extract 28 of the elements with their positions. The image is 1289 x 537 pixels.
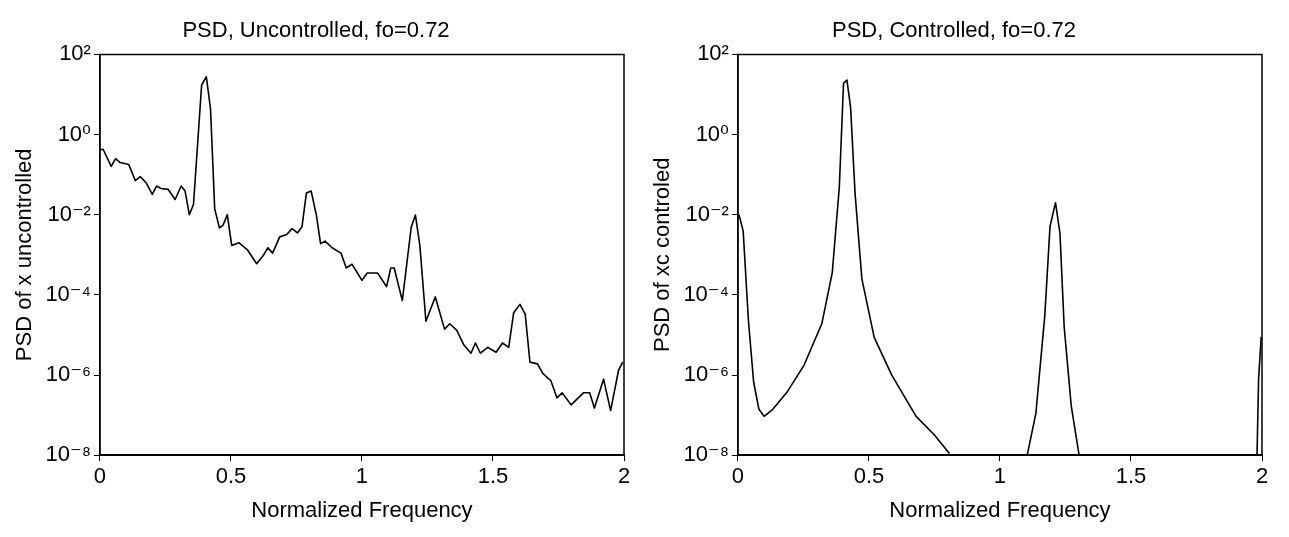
chart-title: PSD, Controlled, fo=0.72 xyxy=(832,17,1076,43)
y-tick-label: 10⁻⁶ xyxy=(683,361,729,387)
y-axis-title: PSD of x uncontrolled xyxy=(11,148,37,362)
y-tick-label: 10⁻² xyxy=(685,200,729,226)
y-tick-label: 10⁻⁸ xyxy=(45,441,91,467)
x-tick-label: 0 xyxy=(731,463,745,489)
x-tick-label: 2 xyxy=(1255,463,1269,489)
x-tick-label: 0 xyxy=(93,463,107,489)
y-tick-label: 10² xyxy=(59,40,91,66)
y-tick-label: 10² xyxy=(697,40,729,66)
x-tick-label: 2 xyxy=(617,463,631,489)
y-tick-label: 10⁰ xyxy=(695,120,730,146)
x-tick-label: 0.5 xyxy=(853,463,885,489)
x-axis-title: Normalized Frequency xyxy=(889,496,1111,522)
y-tick-label: 10⁰ xyxy=(57,120,92,146)
x-tick-label: 1.5 xyxy=(477,463,509,489)
x-axis-title: Normalized Frequency xyxy=(251,496,473,522)
y-tick-label: 10⁻⁴ xyxy=(45,280,91,306)
y-axis-title: PSD of xc controled xyxy=(649,157,675,353)
x-tick-label: 0.5 xyxy=(215,463,247,489)
y-tick-label: 10⁻⁸ xyxy=(683,441,729,467)
x-tick-label: 1 xyxy=(993,463,1007,489)
y-tick-label: 10⁻⁶ xyxy=(45,361,91,387)
y-tick-label: 10⁻⁴ xyxy=(683,280,729,306)
x-tick-label: 1 xyxy=(355,463,369,489)
x-tick-label: 1.5 xyxy=(1115,463,1147,489)
y-tick-label: 10⁻² xyxy=(47,200,91,226)
chart-title: PSD, Uncontrolled, fo=0.72 xyxy=(182,17,450,43)
